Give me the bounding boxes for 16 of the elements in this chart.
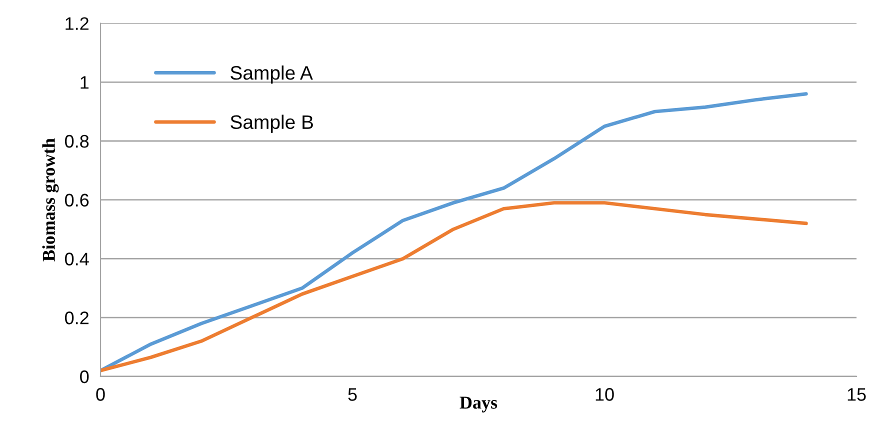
y-tick-label: 1	[80, 76, 89, 89]
legend-label: Sample A	[230, 65, 313, 84]
x-tick-label: 0	[96, 388, 105, 401]
x-tick-label: 10	[596, 388, 614, 401]
legend-label: Sample B	[230, 114, 313, 133]
x-axis-title: Days	[460, 396, 498, 412]
y-tick-label: 0	[80, 370, 89, 384]
line-series	[100, 201, 808, 372]
y-tick-label: 0.4	[65, 252, 89, 266]
y-tick-label: 1.2	[66, 17, 88, 30]
y-tick-label: 0.8	[65, 134, 89, 148]
x-tick-label: 5	[348, 388, 357, 401]
x-tick-label: 15	[848, 388, 866, 401]
y-tick-label: 0.6	[65, 194, 89, 207]
y-axis-title: Biomass growth	[42, 138, 59, 262]
y-tick-label: 0.2	[65, 312, 88, 324]
